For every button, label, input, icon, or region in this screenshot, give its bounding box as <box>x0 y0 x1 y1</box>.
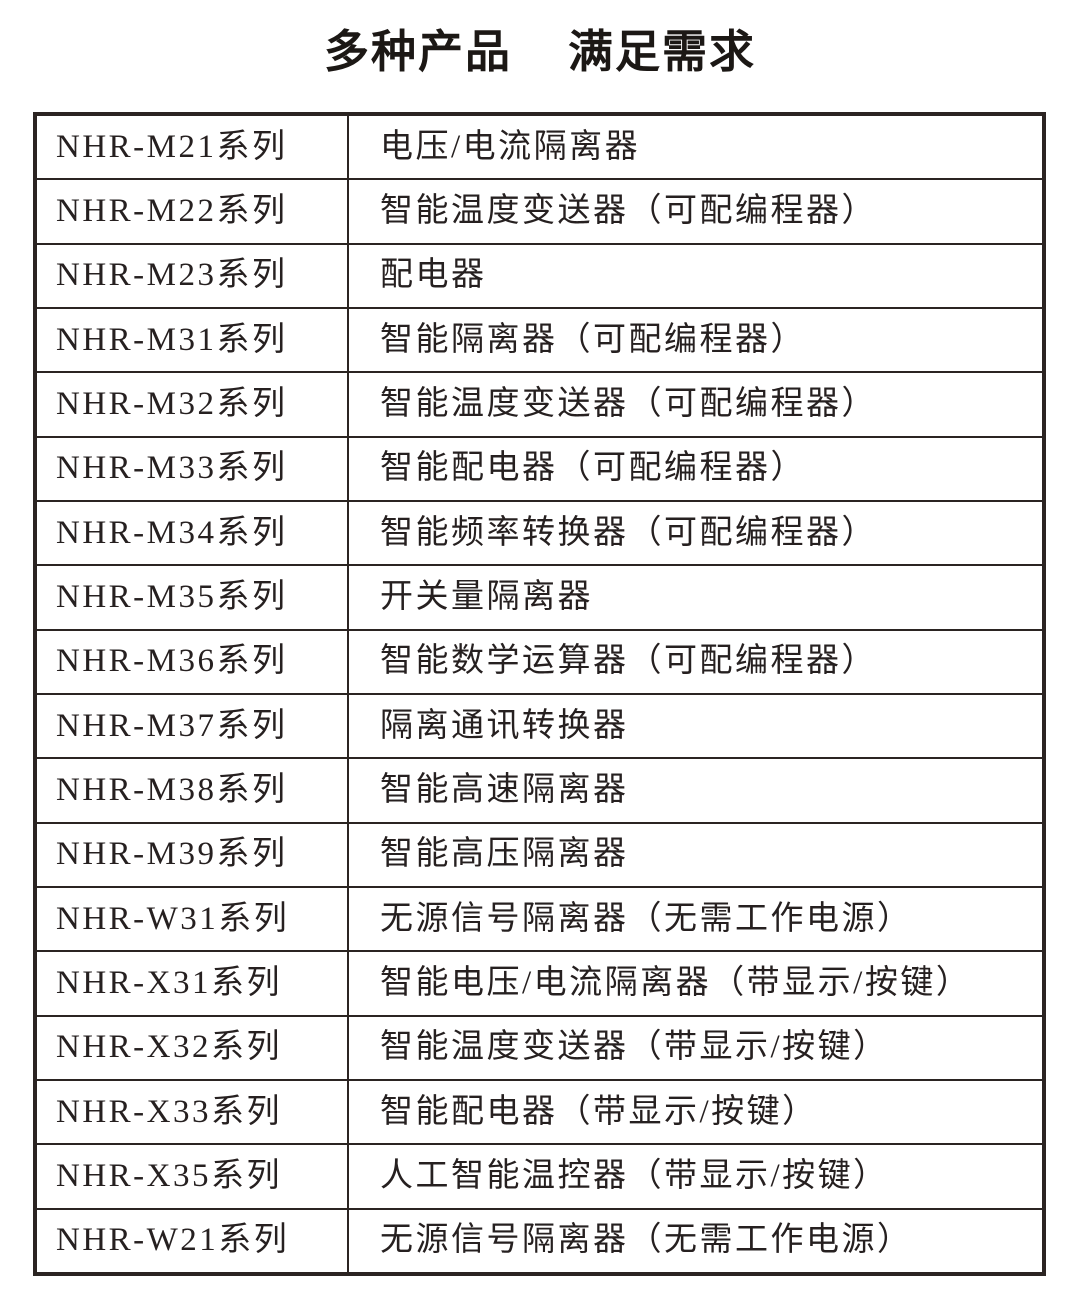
series-cell: NHR-X31系列 <box>56 964 282 1001</box>
series-cell: NHR-W21系列 <box>56 1222 290 1259</box>
series-cell: NHR-M37系列 <box>56 707 288 744</box>
table-row: NHR-M32系列 智能温度变送器（可配编程器） <box>37 371 1042 436</box>
description-cell: 智能数学运算器（可配编程器） <box>347 630 1042 693</box>
table-row: NHR-M36系列 智能数学运算器（可配编程器） <box>37 628 1042 693</box>
page-title-part2: 满足需求 <box>568 26 757 77</box>
series-cell: NHR-M21系列 <box>56 128 288 165</box>
table-row: NHR-X35系列 人工智能温控器（带显示/按键） <box>37 1143 1042 1208</box>
table-row: NHR-M22系列 智能温度变送器（可配编程器） <box>37 178 1042 243</box>
description-cell: 开关量隔离器 <box>347 566 1042 629</box>
description-cell: 无源信号隔离器（无需工作电源） <box>347 887 1042 951</box>
table-row: NHR-X32系列 智能温度变送器（带显示/按键） <box>37 1014 1042 1079</box>
description-cell: 智能隔离器（可配编程器） <box>347 308 1042 372</box>
description-cell: 智能电压/电流隔离器（带显示/按键） <box>347 952 1042 1015</box>
series-cell: NHR-M22系列 <box>56 192 288 229</box>
table-row: NHR-M34系列 智能频率转换器（可配编程器） <box>37 499 1042 565</box>
description-cell: 智能配电器（带显示/按键） <box>347 1080 1042 1144</box>
series-cell: NHR-M39系列 <box>56 836 288 873</box>
series-cell: NHR-M35系列 <box>56 578 288 615</box>
table-row: NHR-M21系列 电压/电流隔离器 <box>37 116 1042 179</box>
table-row: NHR-X33系列 智能配电器（带显示/按键） <box>37 1078 1042 1144</box>
description-cell: 人工智能温控器（带显示/按键） <box>347 1145 1042 1208</box>
page-title-part1: 多种产品 <box>323 26 512 77</box>
description-cell: 智能高压隔离器 <box>347 823 1042 886</box>
series-cell: NHR-X32系列 <box>56 1029 282 1066</box>
series-cell: NHR-M32系列 <box>56 385 288 422</box>
description-cell: 智能温度变送器（带显示/按键） <box>347 1016 1042 1079</box>
series-cell: NHR-M31系列 <box>56 321 288 358</box>
table-row: NHR-M38系列 智能高速隔离器 <box>37 757 1042 822</box>
description-cell: 智能高速隔离器 <box>347 759 1042 822</box>
description-cell: 电压/电流隔离器 <box>347 116 1042 179</box>
description-cell: 智能配电器（可配编程器） <box>347 437 1042 500</box>
series-cell: NHR-M38系列 <box>56 771 288 808</box>
page-title: 多种产品 满足需求 <box>0 24 1080 80</box>
table-row: NHR-M31系列 智能隔离器（可配编程器） <box>37 306 1042 372</box>
series-cell: NHR-X35系列 <box>56 1157 282 1194</box>
description-cell: 智能温度变送器（可配编程器） <box>347 180 1042 243</box>
table-row: NHR-M37系列 隔离通讯转换器 <box>37 692 1042 758</box>
series-cell: NHR-X33系列 <box>56 1093 282 1130</box>
series-cell: NHR-M34系列 <box>56 514 288 551</box>
table-row: NHR-M23系列 配电器 <box>37 242 1042 307</box>
description-cell: 隔离通讯转换器 <box>347 694 1042 758</box>
table-row: NHR-X31系列 智能电压/电流隔离器（带显示/按键） <box>37 950 1042 1015</box>
table-row: NHR-M39系列 智能高压隔离器 <box>37 821 1042 886</box>
table-row: NHR-W21系列 无源信号隔离器（无需工作电源） <box>37 1207 1042 1272</box>
series-cell: NHR-M23系列 <box>56 257 288 294</box>
table-row: NHR-W31系列 无源信号隔离器（无需工作电源） <box>37 885 1042 951</box>
description-cell: 智能频率转换器（可配编程器） <box>347 501 1042 565</box>
table-row: NHR-M35系列 开关量隔离器 <box>37 564 1042 629</box>
series-cell: NHR-M33系列 <box>56 450 288 487</box>
series-cell: NHR-M36系列 <box>56 643 288 680</box>
description-cell: 配电器 <box>347 244 1042 307</box>
description-cell: 无源信号隔离器（无需工作电源） <box>347 1209 1042 1272</box>
table-row: NHR-M33系列 智能配电器（可配编程器） <box>37 435 1042 500</box>
description-cell: 智能温度变送器（可配编程器） <box>347 373 1042 436</box>
series-cell: NHR-W31系列 <box>56 900 290 937</box>
product-series-table: NHR-M21系列 电压/电流隔离器 NHR-M22系列 智能温度变送器（可配编… <box>33 112 1046 1276</box>
